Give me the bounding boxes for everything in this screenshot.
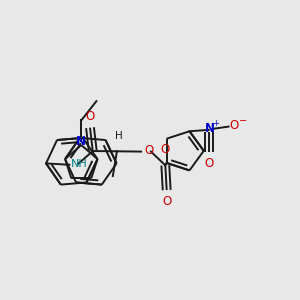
Text: N: N	[205, 122, 215, 135]
Text: O: O	[204, 157, 213, 170]
Text: −: −	[239, 116, 247, 126]
Text: +: +	[212, 118, 219, 127]
Text: NH: NH	[71, 159, 88, 169]
Text: H: H	[115, 131, 123, 142]
Text: O: O	[160, 143, 169, 156]
Text: O: O	[144, 144, 153, 157]
Text: O: O	[162, 195, 171, 208]
Text: O: O	[85, 110, 94, 123]
Text: O: O	[230, 119, 239, 132]
Text: N: N	[76, 135, 86, 148]
